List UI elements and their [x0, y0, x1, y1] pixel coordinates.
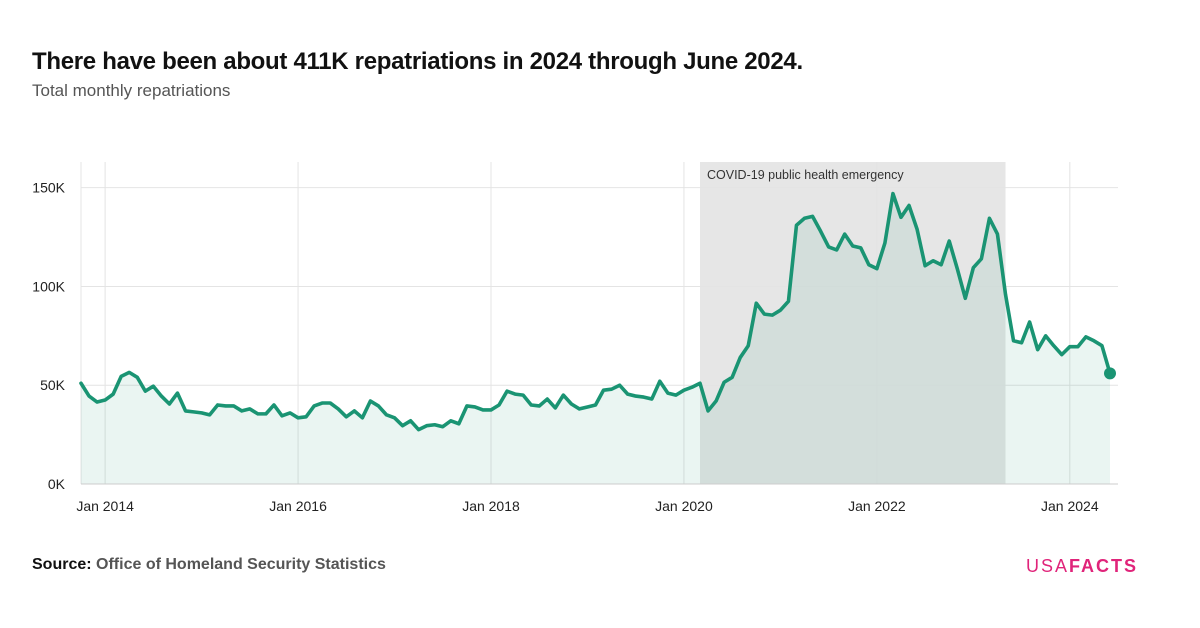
- logo-usa: USA: [1026, 556, 1070, 576]
- annotation-label: COVID-19 public health emergency: [707, 168, 904, 182]
- y-tick-label: 50K: [40, 377, 66, 393]
- chart-subtitle: Total monthly repatriations: [32, 81, 231, 100]
- x-tick-label: Jan 2022: [848, 498, 906, 514]
- logo-facts: FACTS: [1069, 556, 1139, 576]
- x-tick-label: Jan 2014: [76, 498, 134, 514]
- y-tick-label: 0K: [48, 476, 66, 492]
- source-label: Source:: [32, 556, 92, 573]
- last-point-marker: [1104, 367, 1116, 380]
- x-tick-label: Jan 2020: [655, 498, 713, 514]
- x-tick-label: Jan 2016: [269, 498, 327, 514]
- source-line: Source: Office of Homeland Security Stat…: [32, 556, 386, 574]
- x-tick-label: Jan 2024: [1041, 498, 1099, 514]
- y-tick-label: 150K: [32, 180, 65, 196]
- usafacts-logo: USAFACTS: [1026, 556, 1138, 577]
- chart-title: There have been about 411K repatriations…: [32, 48, 803, 75]
- repatriations-chart: COVID-19 public health emergency 0K 50K 100…: [32, 162, 1118, 514]
- y-tick-label: 100K: [32, 278, 65, 294]
- source-text: Office of Homeland Security Statistics: [96, 556, 386, 573]
- x-tick-label: Jan 2018: [462, 498, 520, 514]
- series-line: [79, 191, 1112, 432]
